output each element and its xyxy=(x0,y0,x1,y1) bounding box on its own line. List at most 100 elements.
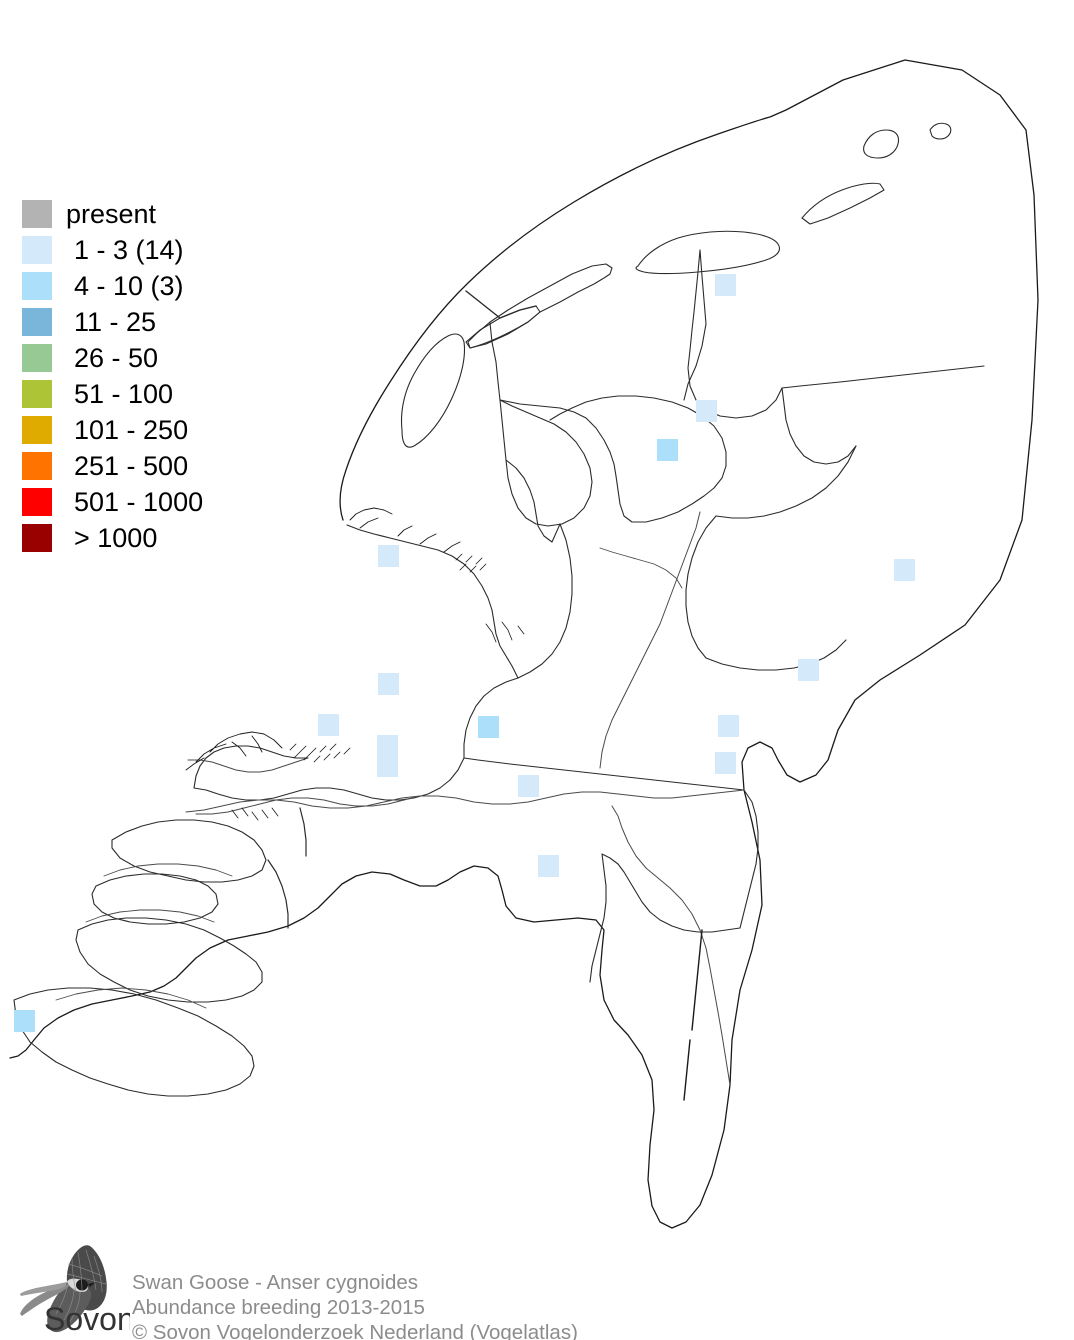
zeeland-zeeuws-vlaanderen xyxy=(13,987,255,1097)
legend-label: 251 - 500 xyxy=(74,451,189,481)
abundance-cell[interactable] xyxy=(657,439,678,461)
abundance-cell[interactable] xyxy=(538,855,559,877)
abundance-cell[interactable] xyxy=(378,545,399,567)
border-gelderland-utrecht xyxy=(517,523,573,679)
island-terschelling xyxy=(467,263,613,349)
biesbosch-texture xyxy=(231,807,279,821)
island-vlieland xyxy=(465,305,541,349)
border-overijssel-gelderland xyxy=(705,639,847,671)
abundance-cell[interactable] xyxy=(715,752,736,774)
legend-label: 501 - 1000 xyxy=(74,487,204,517)
zeeland-channel-detail-1 xyxy=(103,863,233,877)
legend-swatch xyxy=(22,236,52,264)
national-boundary xyxy=(9,59,1039,1229)
utrecht-river-texture xyxy=(485,621,525,643)
zeeland-channel-detail-2 xyxy=(85,909,215,923)
abundance-cell[interactable] xyxy=(798,659,819,681)
legend-row: 11 - 25 xyxy=(22,304,272,340)
island-texel xyxy=(400,333,466,448)
abundance-cell[interactable] xyxy=(718,715,739,737)
ijsselmeer-shore xyxy=(489,322,727,523)
abundance-cell[interactable] xyxy=(378,673,399,695)
abundance-grid-cells[interactable] xyxy=(14,274,915,1032)
legend-label: 51 - 100 xyxy=(74,379,174,409)
border-noordbrabant-zeeland xyxy=(193,757,465,801)
map-outlines xyxy=(9,59,1039,1229)
sovon-logo[interactable]: Sovon xyxy=(18,1242,130,1336)
zeeland-schouwen xyxy=(111,819,267,883)
border-zuidholland-zeeland xyxy=(193,745,309,789)
copyright-line: © Sovon Vogelonderzoek Nederland (Vogela… xyxy=(132,1321,578,1340)
legend-label: 4 - 10 (3) xyxy=(74,271,184,301)
legend-swatch xyxy=(22,200,52,228)
island-rottum xyxy=(863,129,900,159)
delta-texture xyxy=(185,731,283,771)
footer: Sovon Swan Goose - Anser cygnoides Abund… xyxy=(0,1240,1074,1340)
river-hollandsch-diep xyxy=(195,795,421,815)
zeeland-channel-detail-3 xyxy=(55,987,207,1009)
legend-row: 4 - 10 (3) xyxy=(22,268,272,304)
legend-swatch xyxy=(22,272,52,300)
border-noordholland-zuidholland xyxy=(346,524,519,679)
legend-swatch xyxy=(22,488,52,516)
river-ijssel xyxy=(599,511,701,769)
veluwe-lakes xyxy=(599,547,683,589)
rotterdam-urban-texture xyxy=(289,743,351,763)
border-overijssel-flevoland xyxy=(685,515,717,659)
map-subject: Abundance breeding 2013-2015 xyxy=(132,1296,425,1319)
legend-label: present xyxy=(66,199,157,229)
map-svg xyxy=(9,59,1039,1229)
legend-swatch xyxy=(22,416,52,444)
island-ameland xyxy=(635,230,781,275)
abundance-cell[interactable] xyxy=(696,400,717,422)
legend-swatch xyxy=(22,344,52,372)
afsluitdijk xyxy=(465,290,537,319)
border-gelderland-limburg xyxy=(739,789,759,929)
border-groningen-friesland xyxy=(687,249,783,419)
legend-swatch xyxy=(22,380,52,408)
border-drenthe-overijssel xyxy=(715,445,857,519)
legend-label: > 1000 xyxy=(74,523,158,553)
legend-row: 101 - 250 xyxy=(22,412,272,448)
abundance-cell[interactable] xyxy=(377,735,398,777)
legend-row: present xyxy=(22,196,272,232)
river-rijn-waal xyxy=(185,789,745,813)
abundance-cell[interactable] xyxy=(518,775,539,797)
border-noordholland-utrecht xyxy=(505,459,561,543)
species-name: Swan Goose - Anser cygnoides xyxy=(132,1271,419,1294)
legend-swatch xyxy=(22,308,52,336)
legend-row: 251 - 500 xyxy=(22,448,272,484)
border-friesland-drenthe xyxy=(781,387,857,465)
legend-label: 101 - 250 xyxy=(74,415,189,445)
border-friesland-overijssel xyxy=(683,249,707,401)
legend-swatch xyxy=(22,452,52,480)
abundance-cell[interactable] xyxy=(14,1010,35,1032)
zeeland-dam-detail xyxy=(267,807,307,929)
river-maas xyxy=(611,805,731,1086)
legend: present 1 - 3 (14) 4 - 10 (3) 11 - 25 26 - 5… xyxy=(22,196,272,556)
limburg-maas-detail xyxy=(683,929,703,1101)
noordholland-coast-texture xyxy=(349,507,461,553)
netherlands-distribution-map[interactable] xyxy=(0,0,1074,1240)
legend-label: 11 - 25 xyxy=(74,307,157,337)
abundance-cell[interactable] xyxy=(894,559,915,581)
sovon-wordmark: Sovon xyxy=(44,1301,130,1336)
island-schiermonnikoog xyxy=(801,182,885,225)
island-noorderhaaks xyxy=(929,122,952,140)
legend-row: > 1000 xyxy=(22,520,272,556)
abundance-cell[interactable] xyxy=(715,274,736,296)
river-nieuwe-waterweg xyxy=(187,757,309,773)
abundance-cell[interactable] xyxy=(318,714,339,736)
credit-block: Swan Goose - Anser cygnoides Abundance b… xyxy=(132,1270,578,1340)
legend-label: 26 - 50 xyxy=(74,343,159,373)
legend-swatch xyxy=(22,524,52,552)
border-noordbrabant-limburg xyxy=(589,853,741,983)
border-utrecht-zuidholland xyxy=(463,677,519,759)
zeeland-noord-beveland xyxy=(91,873,219,925)
border-groningen-drenthe xyxy=(781,365,985,389)
swallow-icon xyxy=(20,1245,107,1333)
abundance-cell[interactable] xyxy=(478,716,499,738)
legend-row: 51 - 100 xyxy=(22,376,272,412)
border-gelderland-noordbrabant xyxy=(463,757,745,791)
